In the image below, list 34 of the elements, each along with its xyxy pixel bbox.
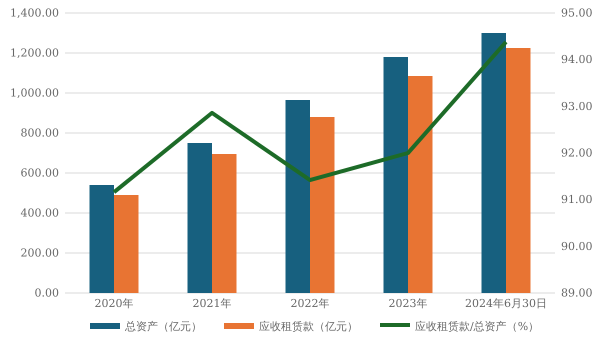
y2-tick-label: 89.00	[561, 286, 592, 300]
y2-tick-label: 90.00	[561, 240, 592, 253]
bar	[310, 117, 334, 293]
bar	[114, 195, 138, 293]
x-tick-label: 2020年	[94, 296, 134, 310]
legend-label: 应收租赁款/总资产（%）	[415, 320, 540, 333]
bar	[408, 76, 432, 293]
y-tick-label: 200.00	[20, 246, 59, 260]
bar	[384, 57, 408, 293]
bar	[286, 100, 310, 293]
y2-tick-label: 92.00	[561, 146, 592, 160]
x-tick-label: 2024年6月30日	[465, 296, 547, 310]
y-tick-label: 1,200.00	[10, 46, 59, 60]
y2-tick-label: 91.00	[561, 193, 592, 206]
x-tick-label: 2021年	[192, 296, 232, 310]
bar	[188, 143, 212, 293]
y-tick-label: 400.00	[20, 206, 59, 220]
bar	[506, 48, 530, 293]
x-tick-label: 2023年	[388, 296, 428, 310]
y-tick-label: 600.00	[20, 166, 59, 180]
legend-label: 应收租赁款（亿元）	[259, 320, 358, 333]
line-series	[112, 40, 508, 194]
y-tick-label: 1,400.00	[10, 6, 59, 20]
legend-label: 总资产（亿元）	[124, 320, 202, 333]
bar	[482, 33, 506, 293]
y-tick-label: 0.00	[34, 286, 59, 300]
y2-tick-label: 95.00	[561, 6, 592, 20]
y2-tick-label: 94.00	[561, 53, 592, 66]
y-tick-label: 1,000.00	[10, 86, 59, 100]
y-tick-label: 800.00	[20, 126, 59, 140]
bar	[90, 185, 114, 293]
x-tick-label: 2022年	[290, 296, 330, 310]
bar	[212, 154, 236, 293]
y2-tick-label: 93.00	[561, 100, 592, 113]
